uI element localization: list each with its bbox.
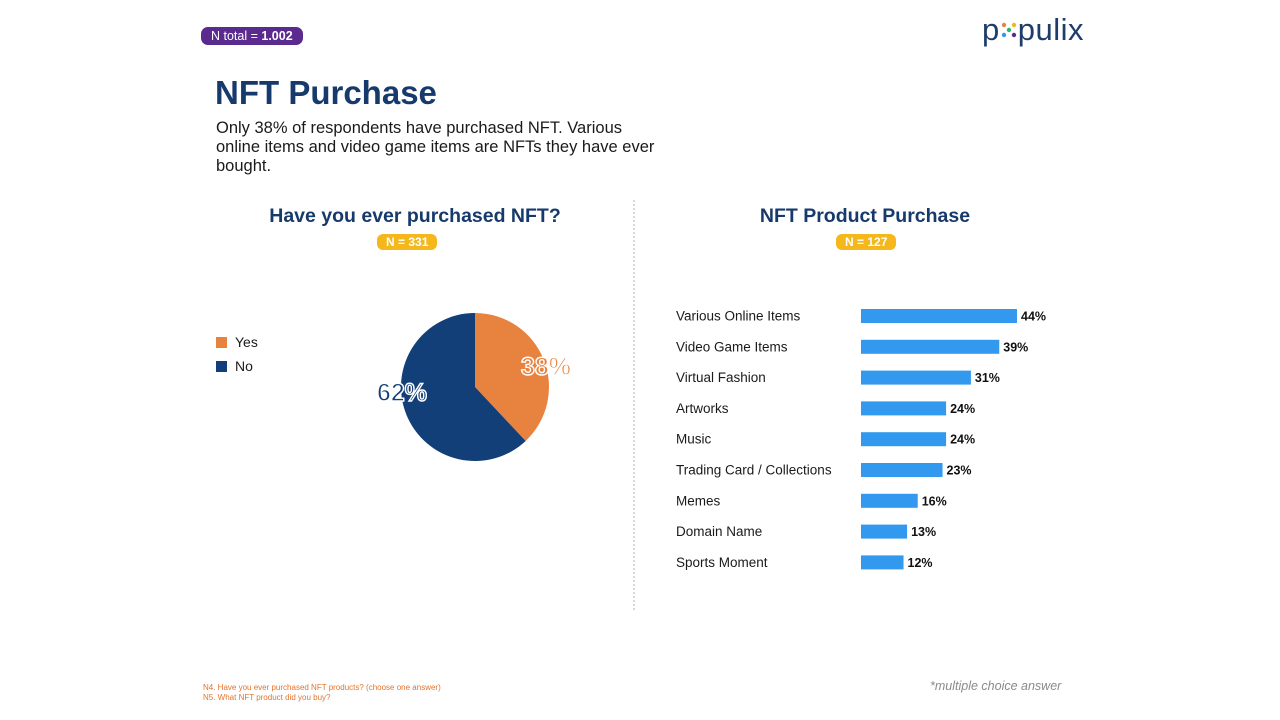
page-subtitle: Only 38% of respondents have purchased N… [216,119,655,175]
bar-2 [861,339,1000,354]
bar-1 [861,309,1017,323]
bar-category-label: Virtual Fashion [676,370,766,385]
pie-value-label-no: 62% [377,379,427,407]
bar-value-label: 12% [908,556,933,570]
bar-8 [861,524,908,539]
logo-text: p [982,12,1000,47]
legend-item-yes: Yes [216,330,258,354]
bar-6 [861,463,943,477]
bar-value-label: 24% [950,433,975,447]
pie-chart-title: Have you ever purchased NFT? [269,205,561,227]
page-title: NFT Purchase [215,74,437,111]
bar-category-label: Memes [676,493,721,508]
footnotes: N4. Have you ever purchased NFT products… [203,683,441,702]
pie-n-badge: N = 331 [377,234,438,250]
bar-value-label: 13% [911,525,936,539]
legend-label-no: No [235,358,253,374]
section-divider [633,200,635,610]
bar-category-label: Trading Card / Collections [676,463,832,478]
pie-slice-no [401,313,526,461]
footnote-q1: N4. Have you ever purchased NFT products… [203,683,441,692]
legend-swatch-no [216,360,227,372]
n-total-label: N total = [211,29,262,43]
bar-value-label: 39% [1003,340,1028,354]
pie-slice-yes [475,313,549,441]
bar-value-label: 24% [950,402,975,416]
n-total-badge: N total = 1.002 [201,27,303,45]
bar-category-label: Artworks [676,401,729,416]
bar-7 [861,493,918,508]
pie-value-label-yes: 38% [521,353,571,381]
bar-5 [861,432,947,447]
bar-category-label: Music [676,432,712,447]
pie-legend: Yes No [216,330,258,378]
footnote-q2: N5. What NFT product did you buy? [203,692,331,702]
n-total-value: 1.002 [261,29,293,43]
bar-3 [861,370,971,385]
bar-9 [861,555,904,570]
legend-swatch-yes [216,336,227,348]
bar-category-label: Video Game Items [676,339,788,354]
legend-item-no: No [216,354,258,378]
legend-label-yes: Yes [235,334,258,350]
bar-4 [861,401,947,416]
bar-value-label: 31% [975,371,1000,385]
bar-category-label: Domain Name [676,524,762,539]
bar-value-label: 44% [1021,310,1046,324]
bar-category-label: Various Online Items [676,309,801,324]
bar-value-label: 23% [947,464,972,478]
logo-dots-icon [1001,10,1017,38]
bar-chart-title: NFT Product Purchase [759,205,971,227]
bar-value-label: 16% [922,494,947,508]
multiple-choice-note: *multiple choice answer [930,679,1062,693]
bar-category-label: Sports Moment [676,555,768,570]
populix-logo: p pulix [982,10,1085,47]
bar-n-badge: N = 127 [836,234,897,250]
